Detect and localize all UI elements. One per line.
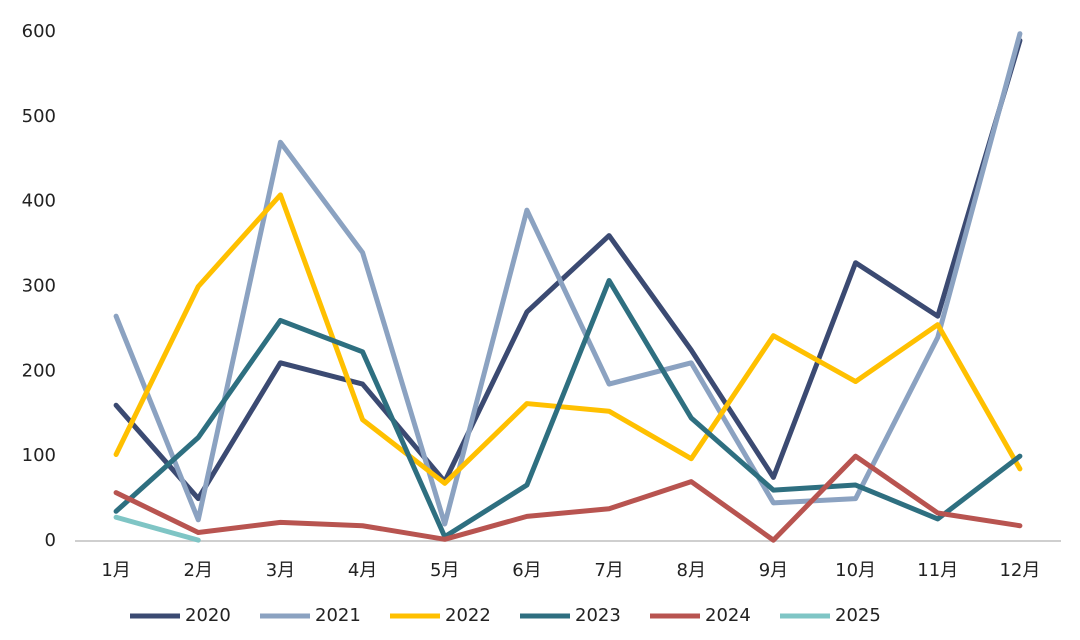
y-tick-label: 0 — [45, 530, 56, 551]
y-tick-label: 400 — [22, 191, 56, 212]
x-tick-label: 1月 — [101, 560, 130, 581]
legend-label: 2022 — [445, 605, 491, 626]
legend-label: 2023 — [575, 605, 621, 626]
y-tick-label: 300 — [22, 276, 56, 297]
series-line — [113, 278, 1023, 540]
x-tick-label: 12月 — [999, 560, 1040, 581]
y-tick-label: 200 — [22, 360, 56, 381]
x-tick-label: 6月 — [512, 560, 541, 581]
y-tick-label: 600 — [22, 21, 56, 42]
series-line — [113, 31, 1023, 527]
x-tick-label: 2月 — [184, 560, 213, 581]
x-tick-label: 11月 — [917, 560, 958, 581]
x-tick-label: 8月 — [677, 560, 706, 581]
x-tick-label: 7月 — [594, 560, 623, 581]
series-line — [113, 514, 201, 543]
y-tick-label: 500 — [22, 106, 56, 127]
x-tick-label: 5月 — [430, 560, 459, 581]
x-tick-label: 4月 — [348, 560, 377, 581]
legend-label: 2024 — [705, 605, 751, 626]
legend-label: 2025 — [835, 605, 881, 626]
y-tick-label: 100 — [22, 445, 56, 466]
x-tick-label: 10月 — [835, 560, 876, 581]
legend-label: 2021 — [315, 605, 361, 626]
series-line — [113, 453, 1023, 543]
x-tick-label: 9月 — [759, 560, 788, 581]
series-line — [113, 37, 1023, 502]
legend-label: 2020 — [185, 605, 231, 626]
series-line — [113, 192, 1023, 486]
x-tick-label: 3月 — [266, 560, 295, 581]
